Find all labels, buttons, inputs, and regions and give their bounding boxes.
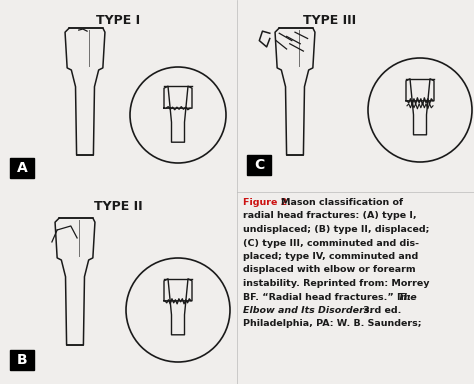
Polygon shape <box>164 86 192 108</box>
Polygon shape <box>168 301 188 315</box>
Text: Mason classification of: Mason classification of <box>281 198 403 207</box>
Text: (C) type III, comminuted and dis-: (C) type III, comminuted and dis- <box>243 238 419 248</box>
Polygon shape <box>259 31 270 47</box>
Circle shape <box>130 67 226 163</box>
Polygon shape <box>406 79 434 101</box>
Text: A: A <box>17 161 27 175</box>
Polygon shape <box>275 28 315 155</box>
Text: undisplaced; (B) type II, displaced;: undisplaced; (B) type II, displaced; <box>243 225 429 234</box>
Text: Philadelphia, PA: W. B. Saunders;: Philadelphia, PA: W. B. Saunders; <box>243 319 421 328</box>
Text: TYPE I: TYPE I <box>96 14 140 27</box>
Text: C: C <box>254 158 264 172</box>
Polygon shape <box>164 279 192 301</box>
Bar <box>10 350 34 370</box>
Polygon shape <box>55 218 95 345</box>
Text: displaced with elbow or forearm: displaced with elbow or forearm <box>243 265 416 275</box>
Text: instability. Reprinted from: Morrey: instability. Reprinted from: Morrey <box>243 279 429 288</box>
Bar <box>247 155 271 175</box>
Text: TYPE II: TYPE II <box>94 200 142 213</box>
Polygon shape <box>168 108 188 122</box>
Circle shape <box>126 258 230 362</box>
Polygon shape <box>172 315 184 335</box>
Text: The: The <box>398 293 418 301</box>
Polygon shape <box>172 122 184 142</box>
Text: 3rd ed.: 3rd ed. <box>360 306 401 315</box>
Text: radial head fractures: (A) type I,: radial head fractures: (A) type I, <box>243 212 417 220</box>
Circle shape <box>368 58 472 162</box>
Bar <box>10 158 34 178</box>
Polygon shape <box>410 101 430 115</box>
Text: TYPE III: TYPE III <box>303 14 356 27</box>
Text: BF. “Radial head fractures.” In:: BF. “Radial head fractures.” In: <box>243 293 414 301</box>
Text: placed; type IV, comminuted and: placed; type IV, comminuted and <box>243 252 418 261</box>
Text: Elbow and Its Disorders.: Elbow and Its Disorders. <box>243 306 373 315</box>
Polygon shape <box>65 28 105 155</box>
Text: Figure 2.: Figure 2. <box>243 198 291 207</box>
Polygon shape <box>413 115 427 135</box>
Text: B: B <box>17 353 27 367</box>
